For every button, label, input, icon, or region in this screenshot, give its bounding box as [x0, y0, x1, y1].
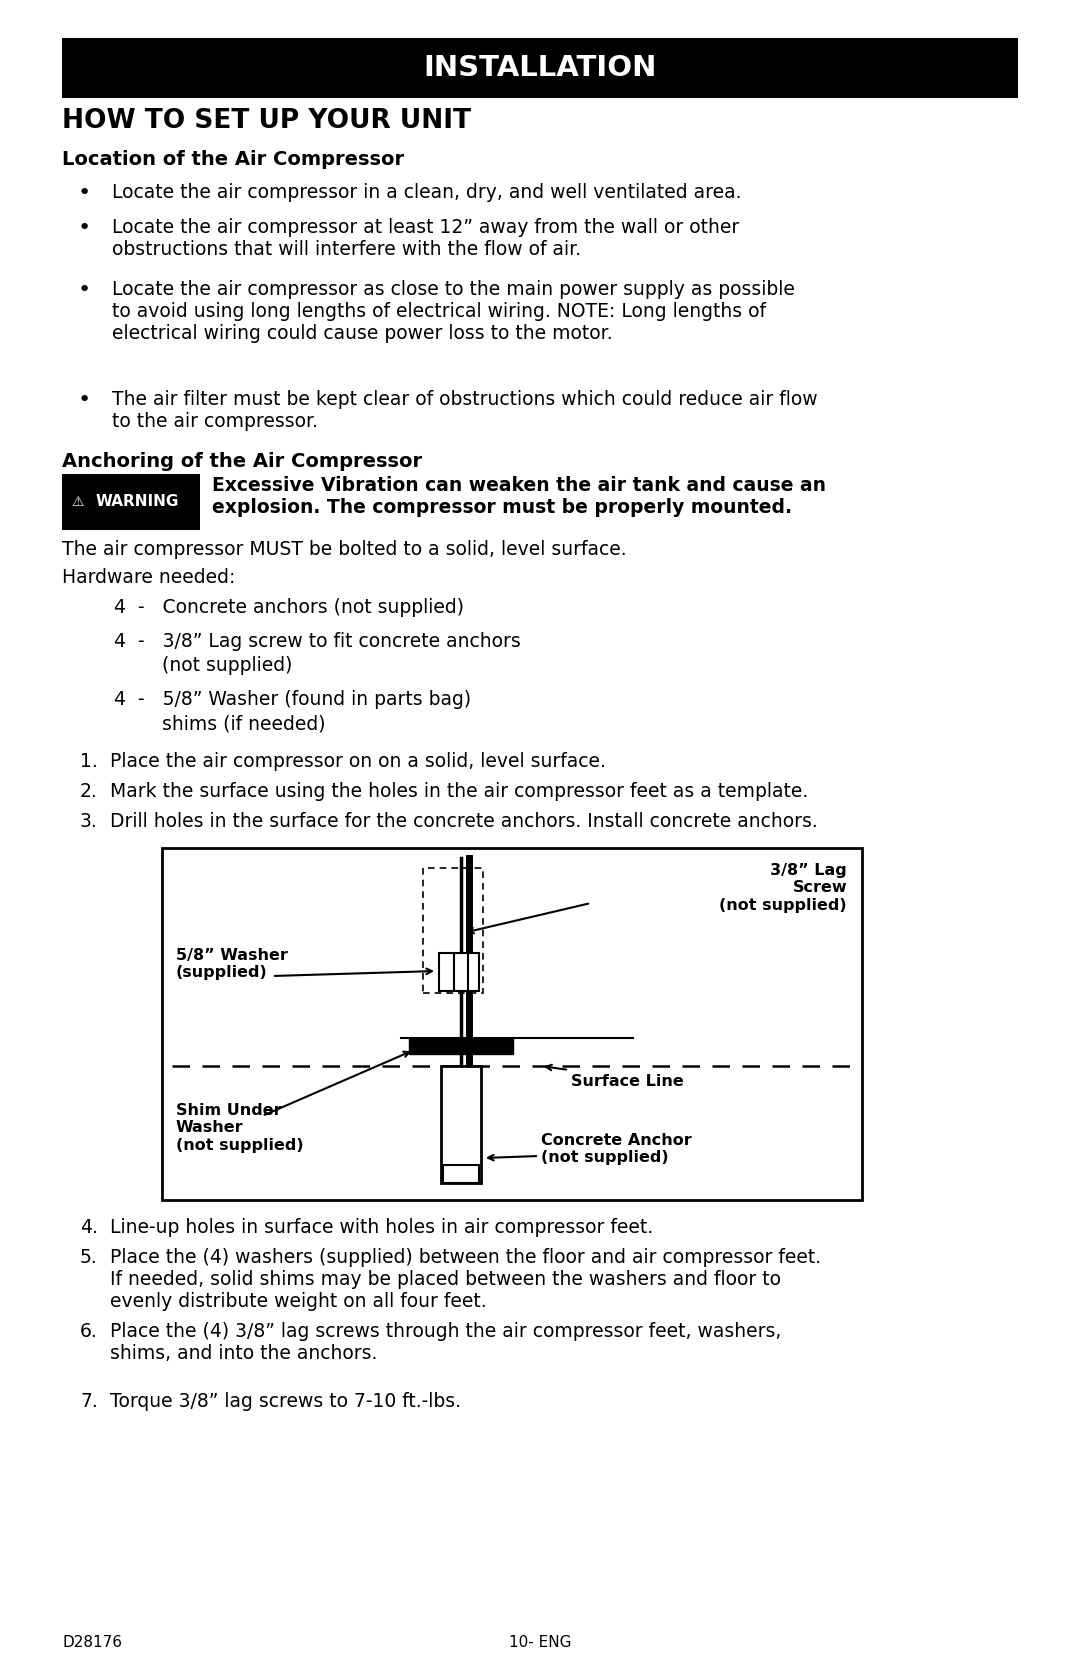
- Bar: [62, 474, 200, 531]
- Text: Surface Line: Surface Line: [571, 1073, 684, 1088]
- Text: (not supplied): (not supplied): [114, 656, 293, 674]
- Text: •: •: [78, 391, 91, 411]
- Bar: [162, 848, 862, 1200]
- Text: Torque 3/8” lag screws to 7-10 ft.-lbs.: Torque 3/8” lag screws to 7-10 ft.-lbs.: [110, 1392, 461, 1410]
- Bar: [443, 1165, 480, 1183]
- Bar: [438, 953, 480, 991]
- Text: Line-up holes in surface with holes in air compressor feet.: Line-up holes in surface with holes in a…: [110, 1218, 653, 1237]
- Text: shims (if needed): shims (if needed): [114, 714, 325, 733]
- Text: 4  -   5/8” Washer (found in parts bag): 4 - 5/8” Washer (found in parts bag): [114, 689, 471, 709]
- Text: 7.: 7.: [80, 1392, 98, 1410]
- Text: Place the air compressor on on a solid, level surface.: Place the air compressor on on a solid, …: [110, 753, 606, 771]
- Text: INSTALLATION: INSTALLATION: [423, 53, 657, 82]
- Text: HOW TO SET UP YOUR UNIT: HOW TO SET UP YOUR UNIT: [62, 108, 471, 134]
- Text: 5.: 5.: [80, 1248, 98, 1267]
- Text: Anchoring of the Air Compressor: Anchoring of the Air Compressor: [62, 452, 422, 471]
- Text: 4  -   Concrete anchors (not supplied): 4 - Concrete anchors (not supplied): [114, 598, 464, 618]
- Bar: [423, 868, 483, 993]
- Text: 4  -   3/8” Lag screw to fit concrete anchors: 4 - 3/8” Lag screw to fit concrete ancho…: [114, 633, 521, 651]
- Text: D28176: D28176: [62, 1636, 122, 1651]
- Text: 5/8” Washer
(supplied): 5/8” Washer (supplied): [176, 948, 288, 980]
- Text: Concrete Anchor
(not supplied): Concrete Anchor (not supplied): [541, 1133, 692, 1165]
- Text: The air compressor MUST be bolted to a solid, level surface.: The air compressor MUST be bolted to a s…: [62, 541, 626, 559]
- Text: 3.: 3.: [80, 813, 98, 831]
- Text: Shim Under
Washer
(not supplied): Shim Under Washer (not supplied): [176, 1103, 303, 1153]
- Text: •: •: [78, 280, 91, 300]
- Text: 10- ENG: 10- ENG: [509, 1636, 571, 1651]
- Text: •: •: [78, 219, 91, 239]
- Bar: [409, 1038, 513, 1055]
- Bar: [62, 38, 1018, 98]
- Text: The air filter must be kept clear of obstructions which could reduce air flow
to: The air filter must be kept clear of obs…: [112, 391, 818, 431]
- Text: Place the (4) 3/8” lag screws through the air compressor feet, washers,
shims, a: Place the (4) 3/8” lag screws through th…: [110, 1322, 781, 1364]
- Text: 2.: 2.: [80, 783, 98, 801]
- Text: 3/8” Lag
Screw
(not supplied): 3/8” Lag Screw (not supplied): [719, 863, 847, 913]
- Text: ⚠: ⚠: [71, 496, 84, 509]
- Text: Hardware needed:: Hardware needed:: [62, 567, 235, 587]
- Bar: [441, 1066, 481, 1183]
- Text: Excessive Vibration can weaken the air tank and cause an
explosion. The compress: Excessive Vibration can weaken the air t…: [212, 476, 826, 517]
- Text: WARNING: WARNING: [95, 494, 178, 509]
- Text: Locate the air compressor at least 12” away from the wall or other
obstructions : Locate the air compressor at least 12” a…: [112, 219, 739, 259]
- Text: Mark the surface using the holes in the air compressor feet as a template.: Mark the surface using the holes in the …: [110, 783, 808, 801]
- Text: Place the (4) washers (supplied) between the floor and air compressor feet.
If n: Place the (4) washers (supplied) between…: [110, 1248, 821, 1312]
- Text: Location of the Air Compressor: Location of the Air Compressor: [62, 150, 404, 169]
- Text: •: •: [78, 184, 91, 204]
- Text: Locate the air compressor as close to the main power supply as possible
to avoid: Locate the air compressor as close to th…: [112, 280, 795, 344]
- Text: Locate the air compressor in a clean, dry, and well ventilated area.: Locate the air compressor in a clean, dr…: [112, 184, 742, 202]
- Text: 6.: 6.: [80, 1322, 98, 1340]
- Text: 1.: 1.: [80, 753, 98, 771]
- Text: 4.: 4.: [80, 1218, 98, 1237]
- Text: Drill holes in the surface for the concrete anchors. Install concrete anchors.: Drill holes in the surface for the concr…: [110, 813, 818, 831]
